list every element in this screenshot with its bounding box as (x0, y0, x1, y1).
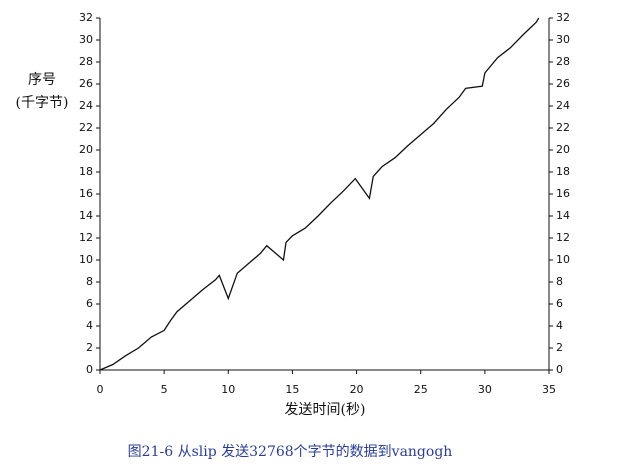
data-line (99, 17, 540, 371)
y-tick-label: 10 (79, 253, 93, 266)
y2-tick-label: 8 (556, 275, 563, 288)
x-tick-label: 35 (542, 383, 556, 396)
x-tick-label: 5 (161, 383, 168, 396)
x-tick-label: 25 (414, 383, 428, 396)
x-tick-label: 15 (285, 383, 299, 396)
y-tick-label: 22 (79, 121, 93, 134)
y-tick-label: 28 (79, 55, 93, 68)
y-tick-label: 14 (79, 209, 93, 222)
y2-tick-label: 10 (556, 253, 570, 266)
y2-tick-label: 0 (556, 363, 563, 376)
y-tick-label: 32 (79, 11, 93, 24)
x-axis-label: 发送时间(秒) (285, 402, 366, 418)
y2-tick-label: 26 (556, 77, 570, 90)
y2-tick-label: 20 (556, 143, 570, 156)
y2-tick-label: 22 (556, 121, 570, 134)
y2-tick-label: 30 (556, 33, 570, 46)
y2-tick-label: 24 (556, 99, 570, 112)
y-axis-label: 序号 (28, 72, 56, 88)
y-tick-label: 6 (86, 297, 93, 310)
y-axis-label: (千字节) (16, 95, 69, 111)
y2-tick-label: 16 (556, 187, 570, 200)
x-tick-label: 10 (221, 383, 235, 396)
y-tick-label: 18 (79, 165, 93, 178)
y-tick-label: 16 (79, 187, 93, 200)
caption: 图21-6 从slip 发送32768个字节的数据到vangogh (128, 444, 453, 460)
y-tick-label: 30 (79, 33, 93, 46)
y2-tick-label: 12 (556, 231, 570, 244)
y-tick-label: 26 (79, 77, 93, 90)
x-tick-label: 0 (97, 383, 104, 396)
y2-tick-label: 4 (556, 319, 563, 332)
y2-tick-label: 28 (556, 55, 570, 68)
y-tick-label: 0 (86, 363, 93, 376)
y-tick-label: 12 (79, 231, 93, 244)
y2-tick-label: 2 (556, 341, 563, 354)
y2-tick-label: 18 (556, 165, 570, 178)
y-tick-label: 8 (86, 275, 93, 288)
y2-tick-label: 6 (556, 297, 563, 310)
x-tick-label: 20 (350, 383, 364, 396)
y-tick-label: 4 (86, 319, 93, 332)
y-tick-label: 2 (86, 341, 93, 354)
y-tick-label: 24 (79, 99, 93, 112)
x-tick-label: 30 (478, 383, 492, 396)
y2-tick-label: 14 (556, 209, 570, 222)
y2-tick-label: 32 (556, 11, 570, 24)
y-tick-label: 20 (79, 143, 93, 156)
